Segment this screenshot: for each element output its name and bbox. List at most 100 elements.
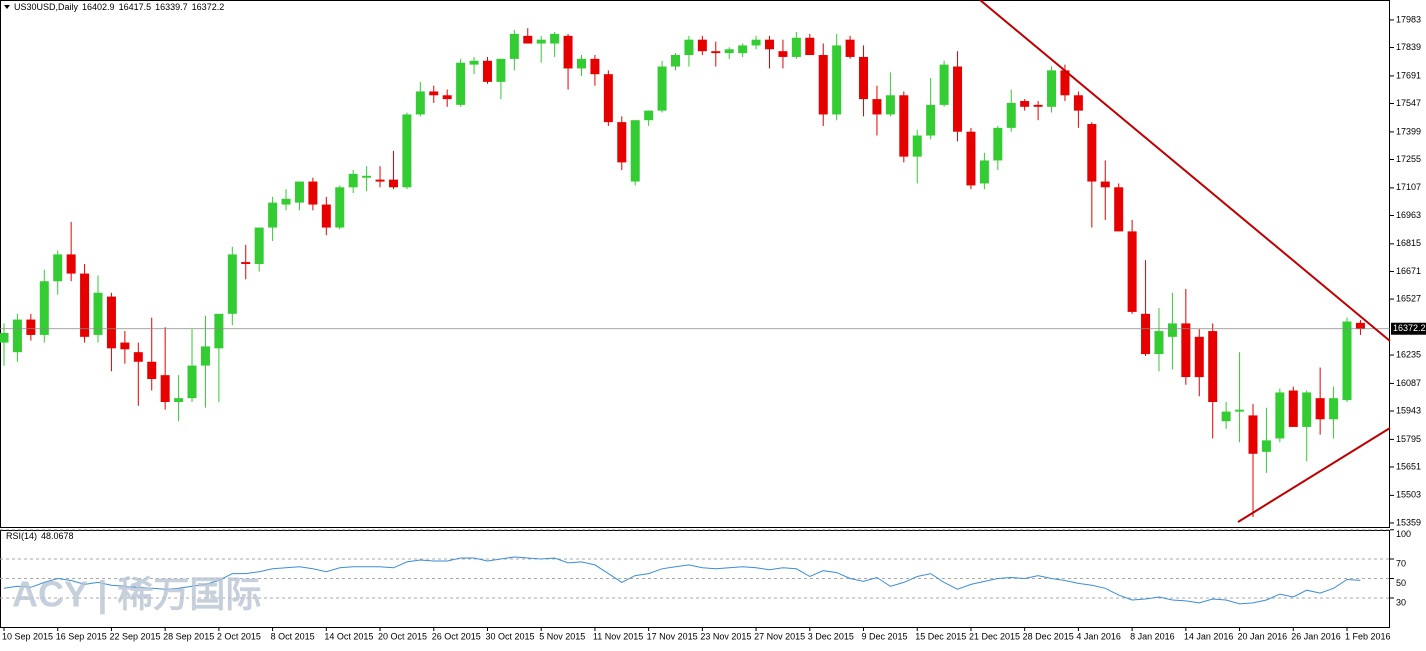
x-tick-label: 8 Oct 2015 [271,631,315,641]
close-value: 16372.2 [192,2,225,12]
candle-body [174,398,184,403]
y-tick-label: 16087 [1396,378,1421,388]
candle-body [630,120,640,182]
candle-body [442,95,452,100]
candle-body [979,160,989,184]
candle-body [456,62,466,105]
candle-body [671,55,680,67]
candle-body [1060,70,1070,96]
trend-line-up [1237,427,1391,523]
x-tick-label: 11 Nov 2015 [593,631,643,641]
candle-body [268,202,278,228]
candle-body [899,95,909,157]
candle-body [1261,440,1271,452]
y-tick-label: 100 [1396,529,1411,539]
x-tick-label: 15 Dec 2015 [915,631,966,641]
watermark: ACY | 稀万国际 [12,574,261,616]
x-tick-label: 26 Jan 2016 [1291,631,1341,641]
x-tick-label: 1 Feb 2016 [1345,631,1391,641]
y-tick-label: 15943 [1396,405,1421,415]
y-tick-label: 15359 [1396,517,1421,527]
trend-line-down [979,0,1391,342]
candle-body [348,173,358,188]
candle-body [832,45,842,115]
symbol: US30USD,Daily [14,2,79,12]
candle-body [657,66,667,111]
x-tick-label: 26 Oct 2015 [432,631,481,641]
candle-body [1100,181,1110,188]
candle-body [335,187,345,228]
rsi-line [3,556,1361,605]
y-tick-label: 15651 [1396,461,1421,471]
candle-body [953,66,963,132]
candle-body [93,292,103,335]
candle-body [39,281,49,335]
candle-body [1073,95,1083,111]
candle-body [550,33,560,44]
candle-body [563,35,573,69]
candle-body [241,262,251,264]
candle-body [1235,409,1245,412]
candle-body [993,127,1003,161]
candle-body [1248,415,1258,454]
y-tick-label: 16963 [1396,210,1421,220]
rsi-value: 48.0678 [41,531,74,541]
open-value: 16402.9 [82,2,115,12]
y-tick-label: 17399 [1396,126,1421,136]
candle-body [1141,313,1151,355]
y-tick-label: 70 [1396,558,1406,568]
candle-body [147,361,157,380]
candle-body [1114,187,1124,232]
y-tick-label: 16527 [1396,293,1421,303]
candle-body [926,104,936,136]
y-tick-label: 16815 [1396,238,1421,248]
candle-body [1033,104,1043,107]
candle-body [106,296,116,349]
candle-body [362,175,372,178]
candle-body [12,319,22,353]
candle-body [308,181,318,205]
current-price-tag [1391,322,1426,335]
candle-body [281,198,291,205]
candle-body [227,254,237,314]
candle-body [1355,322,1365,329]
candle-body [939,64,949,105]
x-tick-label: 27 Nov 2015 [754,631,805,641]
candle-body [1181,323,1191,378]
marks: 15359 15503 15651 15795 15943 16087 16235 16527… [0,14,1426,641]
candle-body [872,99,882,115]
candle-body [1221,411,1231,422]
candle-body [53,254,63,282]
y-tick-label: 17107 [1396,182,1421,192]
candle-body [66,254,76,274]
x-tick-label: 14 Oct 2015 [324,631,373,641]
y-tick-label: 30 [1396,597,1406,607]
candle-body [885,95,895,115]
y-tick-label: 17547 [1396,98,1421,108]
candle-body [590,58,600,75]
y-tick-label: 17983 [1396,14,1421,24]
candle-body [711,51,721,54]
candle-body [402,114,412,188]
candle-body [1127,231,1137,312]
candle-body [1315,398,1325,420]
candle-body [1288,390,1298,427]
x-tick-label: 28 Dec 2015 [1023,631,1074,641]
rsi-title: RSI(14) [6,531,37,541]
candle-body [603,74,613,123]
x-tick-label: 17 Nov 2015 [647,631,698,641]
candle-body [0,332,9,343]
menu-triangle [4,5,10,9]
y-tick-label: 16235 [1396,349,1421,359]
candle-body [187,365,197,399]
candle-body [1047,70,1057,107]
candle-body [523,35,533,44]
x-tick-label: 30 Oct 2015 [485,631,534,641]
candle-body [1275,392,1285,439]
x-tick-label: 8 Jan 2016 [1130,631,1175,641]
chart-header: US30USD,Daily 16402.9 16417.5 16339.7 16372.… [14,2,224,12]
x-tick-label: 16 Sep 2015 [56,631,107,641]
candle-body [1302,392,1312,427]
x-tick-label: 28 Sep 2015 [163,631,214,641]
